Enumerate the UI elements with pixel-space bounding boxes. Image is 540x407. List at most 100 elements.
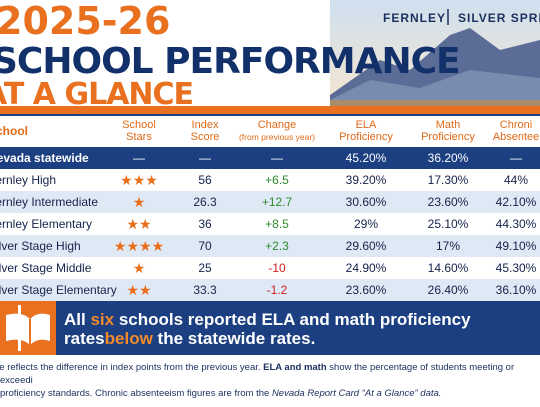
cell-value: 17% (435, 239, 461, 253)
header-row (0, 116, 540, 147)
cell-value: +2.3 (265, 239, 289, 253)
cell-value: +12.7 (261, 195, 293, 209)
school-name: Silver Stage Elementary (0, 283, 117, 297)
banner-part: schools reported ELA and math proficienc… (64, 310, 471, 348)
star: ★ (139, 282, 152, 298)
cell-value: 44.30% (495, 217, 537, 231)
footnote-part: ELA and math (263, 362, 327, 373)
cell-value: 36.20% (427, 151, 469, 165)
school-name: Silver Stage High (0, 239, 81, 253)
header-line: Change (257, 119, 297, 131)
cell-value: 49.10% (495, 239, 537, 253)
banner: All six schools reported ELA and math pr… (0, 301, 540, 355)
header-line: Chroni (499, 119, 533, 131)
star: ★ (126, 216, 139, 232)
stars: ★★★ (100, 169, 178, 191)
column-header: School Stars (100, 119, 178, 143)
year: 2025-26 (0, 0, 171, 43)
header-art (0, 0, 540, 116)
column-header: School (0, 125, 100, 137)
star: ★ (113, 238, 127, 254)
header-line: Proficiency (339, 131, 393, 143)
table: SchoolSchoolStarsIndexScoreChange(from p… (0, 116, 540, 302)
cell-value: 70 (198, 239, 212, 253)
cell-value: — (133, 151, 145, 165)
title: SCHOOL PERFORMANCE (0, 41, 461, 82)
column-header: Change (from previous year) (232, 119, 322, 143)
cell-value: 29% (353, 217, 379, 231)
stars: ★★ (100, 213, 178, 235)
cell-value: 23.60% (345, 283, 387, 297)
stars: ★★ (100, 279, 178, 301)
cell-value: — (510, 151, 522, 165)
star: ★ (120, 172, 133, 188)
cell-value: 25 (198, 261, 212, 275)
star: ★ (126, 282, 139, 298)
cell-value: 42.10% (495, 195, 537, 209)
footnote: ge reflects the difference in index poin… (0, 361, 540, 400)
school-name: Nevada statewide (0, 151, 89, 165)
banner-part: six (90, 310, 115, 329)
star: ★ (151, 238, 165, 254)
header-line: School (0, 124, 29, 138)
banner-part: below (104, 329, 153, 348)
cell-value: +8.5 (265, 217, 289, 231)
banner-text: All six schools reported ELA and math pr… (64, 310, 534, 348)
cell-value: 45.20% (345, 151, 387, 165)
cell-value: 26.3 (193, 195, 217, 209)
cell-value: — (199, 151, 211, 165)
header-line: Stars (126, 131, 152, 143)
stars: ★ (100, 257, 178, 279)
cell-value: 36 (198, 217, 212, 231)
school-name: Fernley High (0, 173, 57, 187)
cell-value: 45.30% (495, 261, 537, 275)
location: FERNLEY (383, 11, 447, 25)
column-header: ELA Proficiency (322, 119, 410, 143)
star: ★ (126, 238, 139, 254)
cell-value: 24.90% (345, 261, 387, 275)
cell-value: -1.2 (266, 283, 288, 297)
cell-value: -10 (268, 261, 286, 275)
cell-value: 36.10% (495, 283, 537, 297)
column-header: Index Score (178, 119, 232, 143)
cell-value: 29.60% (345, 239, 387, 253)
cell-value: 17.30% (427, 173, 469, 187)
header-line: Absentee (492, 131, 540, 143)
header-line: Math (435, 119, 461, 131)
column-header: Math Proficiency (410, 119, 486, 143)
school-name: Silver Stage Middle (0, 261, 92, 275)
star: ★ (132, 172, 146, 188)
school-name: Fernley Intermediate (0, 195, 99, 209)
location: SILVER SPRIN (458, 11, 540, 25)
star: ★ (139, 238, 152, 254)
stars: ★★★★ (100, 235, 178, 257)
cell-value: 44% (503, 173, 529, 187)
cell-value: 23.60% (427, 195, 469, 209)
footnote-part: Nevada Report Card “At a Glance” data. (271, 388, 442, 399)
header-line: Proficiency (421, 131, 475, 143)
cell-value: 26.40% (427, 283, 469, 297)
stars: ★ (100, 191, 178, 213)
star: ★ (145, 172, 158, 188)
school-name: Fernley Elementary (0, 217, 93, 231)
header-line: (from previous year) (238, 132, 316, 142)
header-line: Score (190, 131, 220, 143)
header-line: Index (191, 119, 219, 131)
cell-value: 14.60% (427, 261, 469, 275)
star: ★ (132, 194, 146, 210)
cell-value: 30.60% (345, 195, 387, 209)
column-header: Chroni Absentee (486, 119, 540, 143)
star: ★ (139, 216, 152, 232)
footnote-part: show the percentage of students meeting … (0, 362, 515, 386)
header-line: ELA (355, 119, 377, 131)
subtitle: AT A GLANCE (0, 77, 194, 112)
cell-value: — (271, 151, 283, 165)
cell-value: 25.10% (427, 217, 469, 231)
cell-value: +6.5 (265, 173, 289, 187)
header-line: School (122, 119, 156, 131)
book-icon (0, 301, 56, 355)
banner-part: the statewide rates. (152, 329, 316, 348)
banner-part: All (64, 310, 91, 329)
